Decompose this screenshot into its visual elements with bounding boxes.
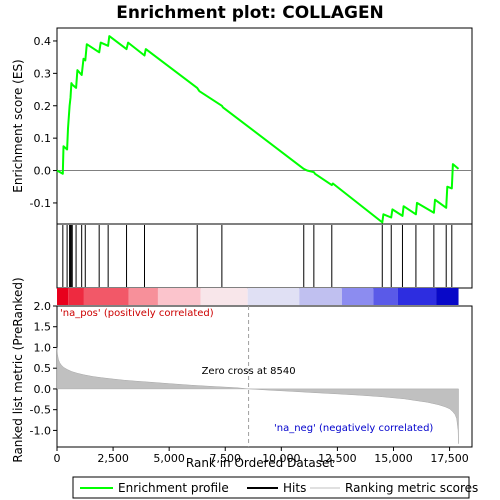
- color-bar-segment: [68, 288, 84, 305]
- chart-title: Enrichment plot: COLLAGEN: [116, 3, 384, 23]
- color-bar-segment: [158, 288, 201, 305]
- es-y-tick-label: 0.0: [34, 165, 52, 178]
- es-y-tick-label: 0.3: [34, 67, 52, 80]
- color-bar-segment: [342, 288, 373, 305]
- positive-correlation-label: 'na_pos' (positively correlated): [60, 308, 214, 319]
- es-y-axis-label: Enrichment score (ES): [11, 59, 25, 192]
- metric-y-tick-label: -0.5: [30, 404, 51, 417]
- metric-x-tick-label: 17,500: [430, 452, 469, 465]
- metric-x-tick-label: 5,000: [153, 452, 185, 465]
- legend-label-enrichment-profile: Enrichment profile: [118, 481, 229, 495]
- es-y-tick-label: 0.1: [34, 132, 52, 145]
- zero-cross-label: Zero cross at 8540: [202, 366, 296, 377]
- metric-y-tick-label: 1.0: [34, 341, 52, 354]
- color-bar-segment: [436, 288, 458, 305]
- metric-y-tick-label: 0.5: [34, 362, 52, 375]
- es-panel: -0.1 0.0 0.1 0.2 0.3 0.4 Enrichment score (ES…: [11, 28, 472, 224]
- metric-x-tick-label: 2,500: [97, 452, 129, 465]
- color-bar-segment: [248, 288, 300, 305]
- metric-y-tick-label: 1.5: [34, 321, 52, 334]
- color-bar-segment: [373, 288, 398, 305]
- metric-y-tick-label: 0.0: [34, 383, 52, 396]
- es-y-tick-label: -0.1: [30, 197, 51, 210]
- color-bar-segment: [57, 288, 68, 305]
- legend: Enrichment profile Hits Ranking metric s…: [73, 477, 478, 498]
- color-bar-segment: [84, 288, 129, 305]
- metric-y-axis-label: Ranked list metric (PreRanked): [11, 277, 25, 462]
- color-bar-segment: [299, 288, 342, 305]
- color-bar-segment: [129, 288, 158, 305]
- legend-label-ranking-metric: Ranking metric scores: [345, 481, 478, 495]
- metric-y-tick-label: -1.0: [30, 424, 51, 437]
- ranking-color-bar: [57, 288, 459, 305]
- metric-x-tick-label: 0: [54, 452, 61, 465]
- es-panel-frame: [57, 28, 472, 224]
- metric-y-tick-label: 2.0: [34, 300, 52, 313]
- metric-x-tick-label: 15,000: [374, 452, 413, 465]
- metric-panel: -1.0-0.50.00.51.01.52.0 0 2,500 5,000 7,500…: [11, 277, 472, 470]
- negative-correlation-label: 'na_neg' (negatively correlated): [274, 423, 433, 434]
- hits-panel-frame: [57, 224, 472, 288]
- es-y-tick-label: 0.4: [34, 35, 52, 48]
- es-y-tick-label: 0.2: [34, 100, 52, 113]
- legend-label-hits: Hits: [283, 481, 306, 495]
- metric-x-axis-label: Rank in Ordered Dataset: [186, 456, 334, 470]
- color-bar-segment: [201, 288, 248, 305]
- hits-panel: [57, 224, 472, 288]
- color-bar-segment: [398, 288, 436, 305]
